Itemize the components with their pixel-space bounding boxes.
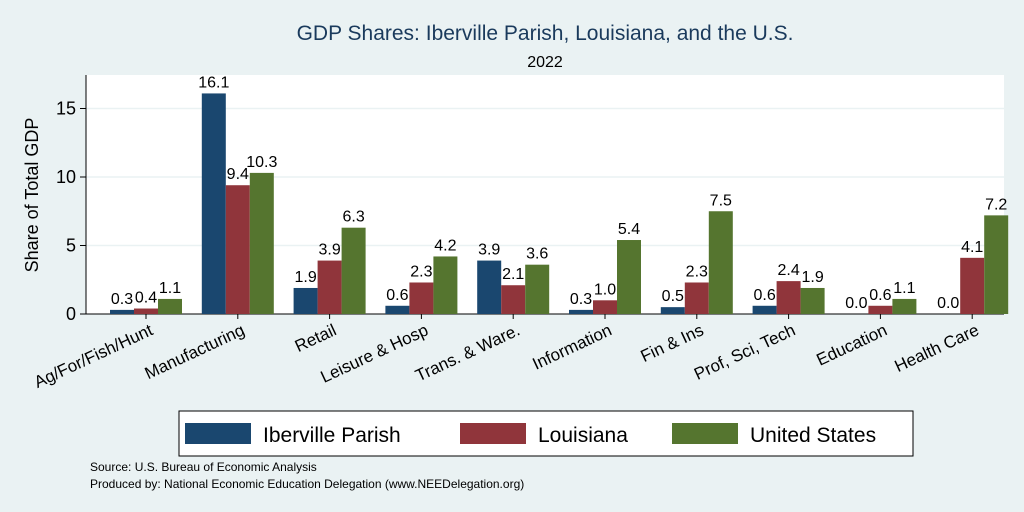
x-tick-label: Health Care xyxy=(892,320,982,376)
bar-louisiana xyxy=(776,281,801,314)
bar-united-states xyxy=(249,172,274,314)
data-label: 1.0 xyxy=(594,281,616,298)
data-label: 0.0 xyxy=(937,295,959,312)
data-label: 0.4 xyxy=(135,290,157,307)
bar-united-states xyxy=(800,287,825,314)
x-tick-label: Education xyxy=(814,320,891,369)
bar-united-states xyxy=(984,215,1009,314)
bar-louisiana xyxy=(960,257,985,314)
data-label: 1.9 xyxy=(801,269,823,286)
bar-iberville-parish xyxy=(293,287,318,314)
data-label: 2.1 xyxy=(502,266,524,283)
bar-iberville-parish xyxy=(660,307,685,314)
y-tick-label: 15 xyxy=(56,99,76,119)
data-label: 0.5 xyxy=(662,288,684,305)
data-label: 0.3 xyxy=(111,291,133,308)
bar-iberville-parish xyxy=(752,305,777,314)
x-tick-label: Trans. & Ware. xyxy=(412,320,522,385)
legend: Iberville Parish Louisiana United States xyxy=(178,410,914,457)
data-label: 2.4 xyxy=(777,262,799,279)
chart-subtitle: 2022 xyxy=(527,54,563,71)
data-label: 0.6 xyxy=(753,287,775,304)
data-label: 3.9 xyxy=(318,242,340,259)
data-label: 1.1 xyxy=(893,280,915,297)
data-label: 16.1 xyxy=(198,74,229,91)
data-label: 10.3 xyxy=(246,154,277,171)
data-label: 4.1 xyxy=(961,239,983,256)
bar-louisiana xyxy=(134,308,158,314)
data-label: 0.6 xyxy=(869,287,891,304)
bar-louisiana xyxy=(225,185,250,314)
data-label: 9.4 xyxy=(227,166,249,183)
legend-label: Louisiana xyxy=(538,424,628,447)
data-label: 0.0 xyxy=(845,295,867,312)
source-line-2: Produced by: National Economic Education… xyxy=(90,477,524,491)
y-axis-label: Share of Total GDP xyxy=(22,118,42,273)
data-label: 2.3 xyxy=(686,263,708,280)
legend-box xyxy=(178,410,914,457)
bars xyxy=(110,93,1009,315)
y-tick-label: 0 xyxy=(66,304,76,324)
bar-united-states xyxy=(892,298,917,314)
bar-louisiana xyxy=(409,282,434,314)
bar-louisiana xyxy=(684,282,709,314)
y-axis-ticks: 0 5 10 15 xyxy=(56,99,86,324)
data-labels: 0.3 0.41.116.19.410.31.93.96.30.62.34.2 3.… xyxy=(111,74,1008,312)
x-tick-label: Information xyxy=(530,320,615,373)
bar-united-states xyxy=(433,256,458,314)
legend-swatch xyxy=(185,423,251,444)
data-label: 0.6 xyxy=(386,287,408,304)
data-label: 1.9 xyxy=(294,269,316,286)
source-line-1: Source: U.S. Bureau of Economic Analysis xyxy=(90,460,317,474)
x-tick-label: Ag/For/Fish/Hunt xyxy=(31,320,156,392)
data-label: 2.3 xyxy=(410,263,432,280)
bar-louisiana xyxy=(501,285,526,314)
bar-iberville-parish xyxy=(110,309,134,314)
bar-iberville-parish xyxy=(569,309,593,314)
chart-title: GDP Shares: Iberville Parish, Louisiana,… xyxy=(297,22,794,45)
data-label: 1.1 xyxy=(159,280,181,297)
legend-entries: Iberville Parish Louisiana United States xyxy=(185,423,876,447)
bar-united-states xyxy=(158,298,182,314)
x-tick-label: Retail xyxy=(292,320,339,356)
bar-united-states xyxy=(617,240,641,314)
y-tick-label: 5 xyxy=(66,236,76,256)
legend-swatch xyxy=(460,423,526,444)
bar-louisiana xyxy=(868,305,893,314)
data-label: 4.2 xyxy=(434,237,456,254)
legend-swatch xyxy=(672,423,738,444)
data-label: 6.3 xyxy=(342,209,364,226)
x-tick-label: Manufacturing xyxy=(142,320,248,383)
bar-united-states xyxy=(525,264,550,314)
bar-iberville-parish xyxy=(385,305,410,314)
bar-united-states xyxy=(708,211,733,314)
bar-louisiana xyxy=(593,300,617,314)
x-tick-label: Fin & Ins xyxy=(638,320,707,366)
data-label: 3.9 xyxy=(478,242,500,259)
legend-label: United States xyxy=(750,424,876,447)
bar-united-states xyxy=(341,227,366,314)
bar-iberville-parish xyxy=(477,260,502,314)
y-tick-label: 10 xyxy=(56,167,76,187)
legend-label: Iberville Parish xyxy=(263,424,401,447)
data-label: 7.2 xyxy=(985,196,1007,213)
bar-louisiana xyxy=(317,260,342,314)
data-label: 5.4 xyxy=(618,221,640,238)
data-label: 0.3 xyxy=(570,291,592,308)
data-label: 7.5 xyxy=(710,192,732,209)
x-tick-label: Prof, Sci, Tech xyxy=(691,320,798,383)
bar-iberville-parish xyxy=(201,93,226,315)
data-label: 3.6 xyxy=(526,246,548,263)
